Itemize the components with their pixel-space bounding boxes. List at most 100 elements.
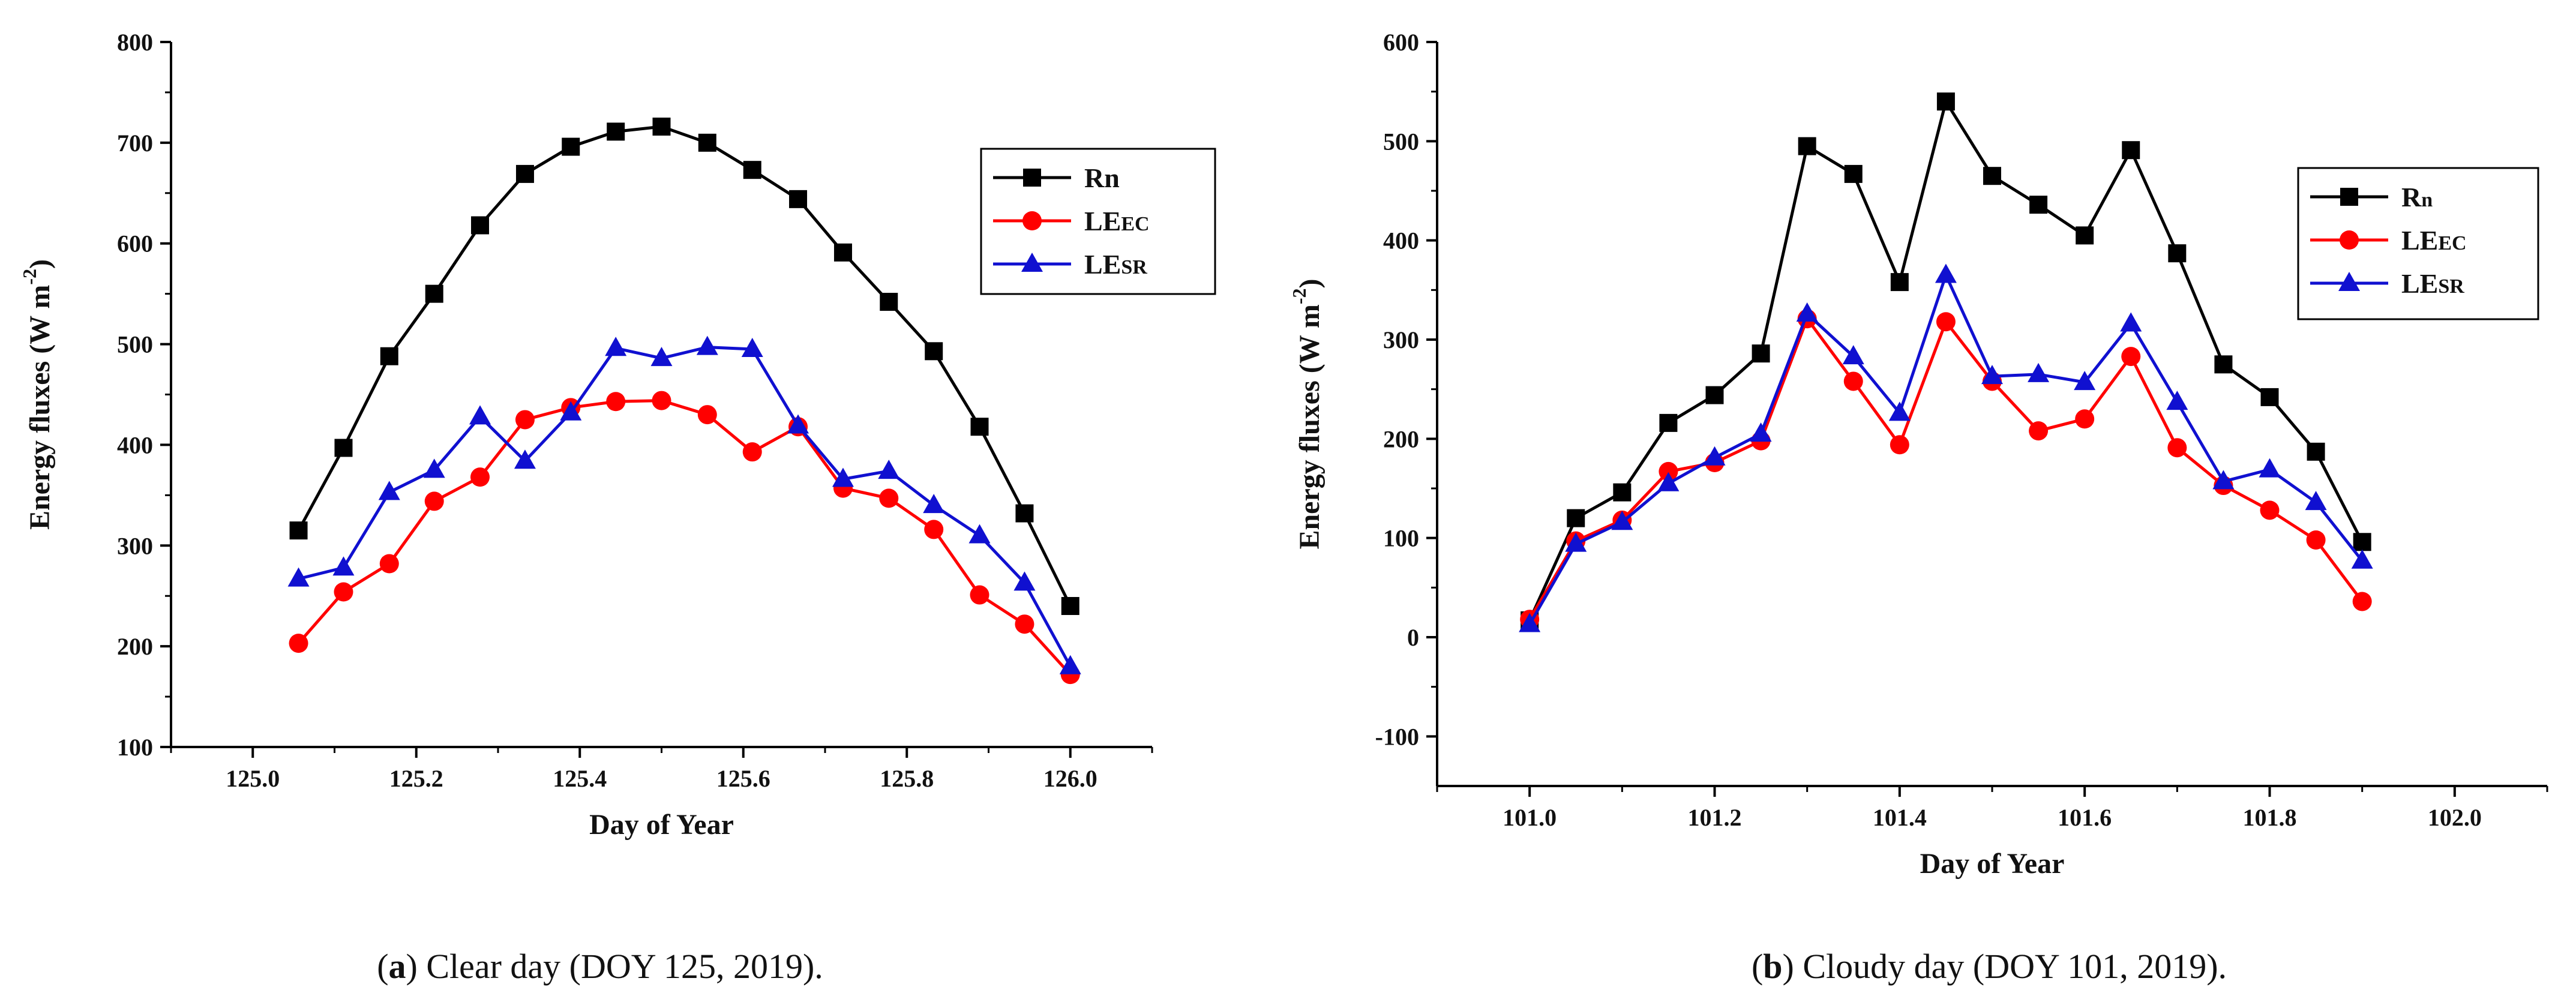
x-tick-label: 101.8: [2243, 804, 2297, 831]
data-point-LESR: [1842, 345, 1864, 365]
data-point-LEEC: [970, 585, 989, 605]
data-point-LESR: [2305, 491, 2327, 511]
data-point-LESR: [787, 414, 809, 434]
series-line-LEEC: [297, 399, 1072, 676]
data-point-Rn: [2260, 388, 2279, 406]
series-line-Rn: [1528, 97, 2364, 621]
data-point-Rn: [2122, 141, 2140, 160]
data-point-LESR: [1611, 511, 1633, 530]
y-axis-title: Energy fluxes (W m-2): [19, 259, 56, 530]
data-point-Rn: [471, 216, 490, 235]
data-point-LEEC: [924, 520, 944, 539]
y-tick-label: 800: [117, 29, 153, 56]
data-point-LEEC: [606, 392, 626, 412]
data-point-LESR: [696, 335, 718, 355]
series-line-Rn: [297, 125, 1072, 607]
y-axis-title-sup: -2: [1288, 288, 1310, 304]
x-tick-label: 125.8: [880, 765, 934, 792]
series-line-LESR: [298, 346, 1072, 667]
y-axis-title-sup: -2: [19, 269, 40, 285]
data-point-LESR: [1565, 532, 1587, 552]
data-point-LESR: [1888, 401, 1911, 421]
data-point-LESR: [878, 460, 900, 479]
legend-label-Rn: Rn: [1084, 163, 1120, 193]
caption-body: ) Clear day (DOY 125, 2019).: [406, 947, 823, 986]
data-point-LEEC: [289, 634, 308, 653]
y-tick-label: 200: [117, 633, 153, 660]
legend-box: [2297, 167, 2539, 320]
y-tick-label: 400: [117, 431, 153, 458]
data-point-LESR: [1059, 655, 1081, 674]
y-tick-label: 700: [117, 130, 153, 157]
x-tick-label: 126.0: [1043, 765, 1097, 792]
y-tick-label: 600: [1383, 29, 1419, 56]
x-tick-label: 125.4: [553, 765, 607, 792]
data-point-Rn: [1752, 344, 1770, 363]
x-tick-label: 101.0: [1503, 804, 1557, 831]
x-tick-label: 101.2: [1688, 804, 1742, 831]
y-tick-label: 500: [1383, 128, 1419, 155]
legend-marker-LESR: [1021, 253, 1043, 272]
y-tick-label: 300: [1383, 326, 1419, 353]
chart-panel-b: -100 0 100 200 300 400 500 600 101.0 101.2 101.4 10…: [1288, 29, 2548, 986]
y-tick-label: 0: [1407, 624, 1419, 651]
data-point-Rn: [2076, 226, 2094, 245]
x-tick-label: 125.2: [389, 765, 443, 792]
data-point-Rn: [380, 347, 398, 365]
data-point-Rn: [743, 161, 761, 179]
legend-label-sub: n: [2421, 189, 2433, 211]
data-point-Rn: [789, 190, 808, 208]
legend-label-LEEC: LEEC: [1084, 206, 1150, 236]
data-point-Rn: [289, 521, 308, 540]
data-point-LESR: [423, 458, 445, 478]
x-axis-title: Day of Year: [1920, 848, 2065, 880]
data-point-LEEC: [2260, 500, 2280, 520]
caption-body: ) Cloudy day (DOY 101, 2019).: [1783, 947, 2227, 986]
data-point-LEEC: [1659, 461, 1678, 481]
data-point-LESR: [650, 347, 673, 367]
y-tick-label: -100: [1375, 723, 1419, 750]
data-point-LEEC: [1890, 435, 1909, 455]
data-point-LESR: [923, 494, 945, 514]
x-tick-label: 102.0: [2428, 804, 2482, 831]
data-point-LESR: [2351, 549, 2373, 569]
data-point-LESR: [832, 467, 854, 487]
data-point-LEEC: [1015, 614, 1034, 634]
data-point-LESR: [560, 401, 582, 421]
data-point-LESR: [1935, 263, 1957, 283]
y-tick-label: 200: [1383, 425, 1419, 452]
data-point-Rn: [1061, 597, 1079, 615]
data-point-LESR: [332, 556, 355, 576]
data-point-Rn: [925, 342, 943, 361]
data-point-Rn: [1567, 509, 1585, 527]
data-point-LEEC: [2167, 438, 2187, 458]
data-point-LESR: [1519, 613, 1541, 632]
data-point-Rn: [1983, 167, 2001, 185]
data-point-LEEC: [424, 491, 444, 511]
data-point-Rn: [2353, 533, 2371, 551]
legend-label-sub: EC: [1121, 213, 1149, 235]
data-point-LESR: [1657, 472, 1680, 491]
data-point-Rn: [1613, 483, 1632, 502]
data-point-Rn: [425, 284, 443, 303]
data-point-Rn: [1936, 92, 1955, 111]
data-point-Rn: [607, 122, 625, 141]
data-point-Rn: [1659, 413, 1678, 432]
data-point-LEEC: [334, 582, 353, 602]
data-point-LEEC: [742, 442, 762, 462]
y-tick-label: 600: [117, 230, 153, 257]
data-point-LEEC: [2075, 409, 2095, 429]
caption-letter: a: [389, 947, 406, 986]
data-point-LESR: [1981, 365, 2003, 385]
legend-marker-Rn: [1023, 169, 1041, 187]
data-point-Rn: [1705, 386, 1724, 404]
data-point-LESR: [2212, 470, 2235, 490]
data-point-Rn: [880, 293, 898, 311]
data-point-LESR: [2120, 312, 2142, 332]
data-point-LEEC: [879, 488, 899, 508]
x-tick-label: 101.4: [1873, 804, 1927, 831]
data-point-LEEC: [1936, 312, 1956, 332]
